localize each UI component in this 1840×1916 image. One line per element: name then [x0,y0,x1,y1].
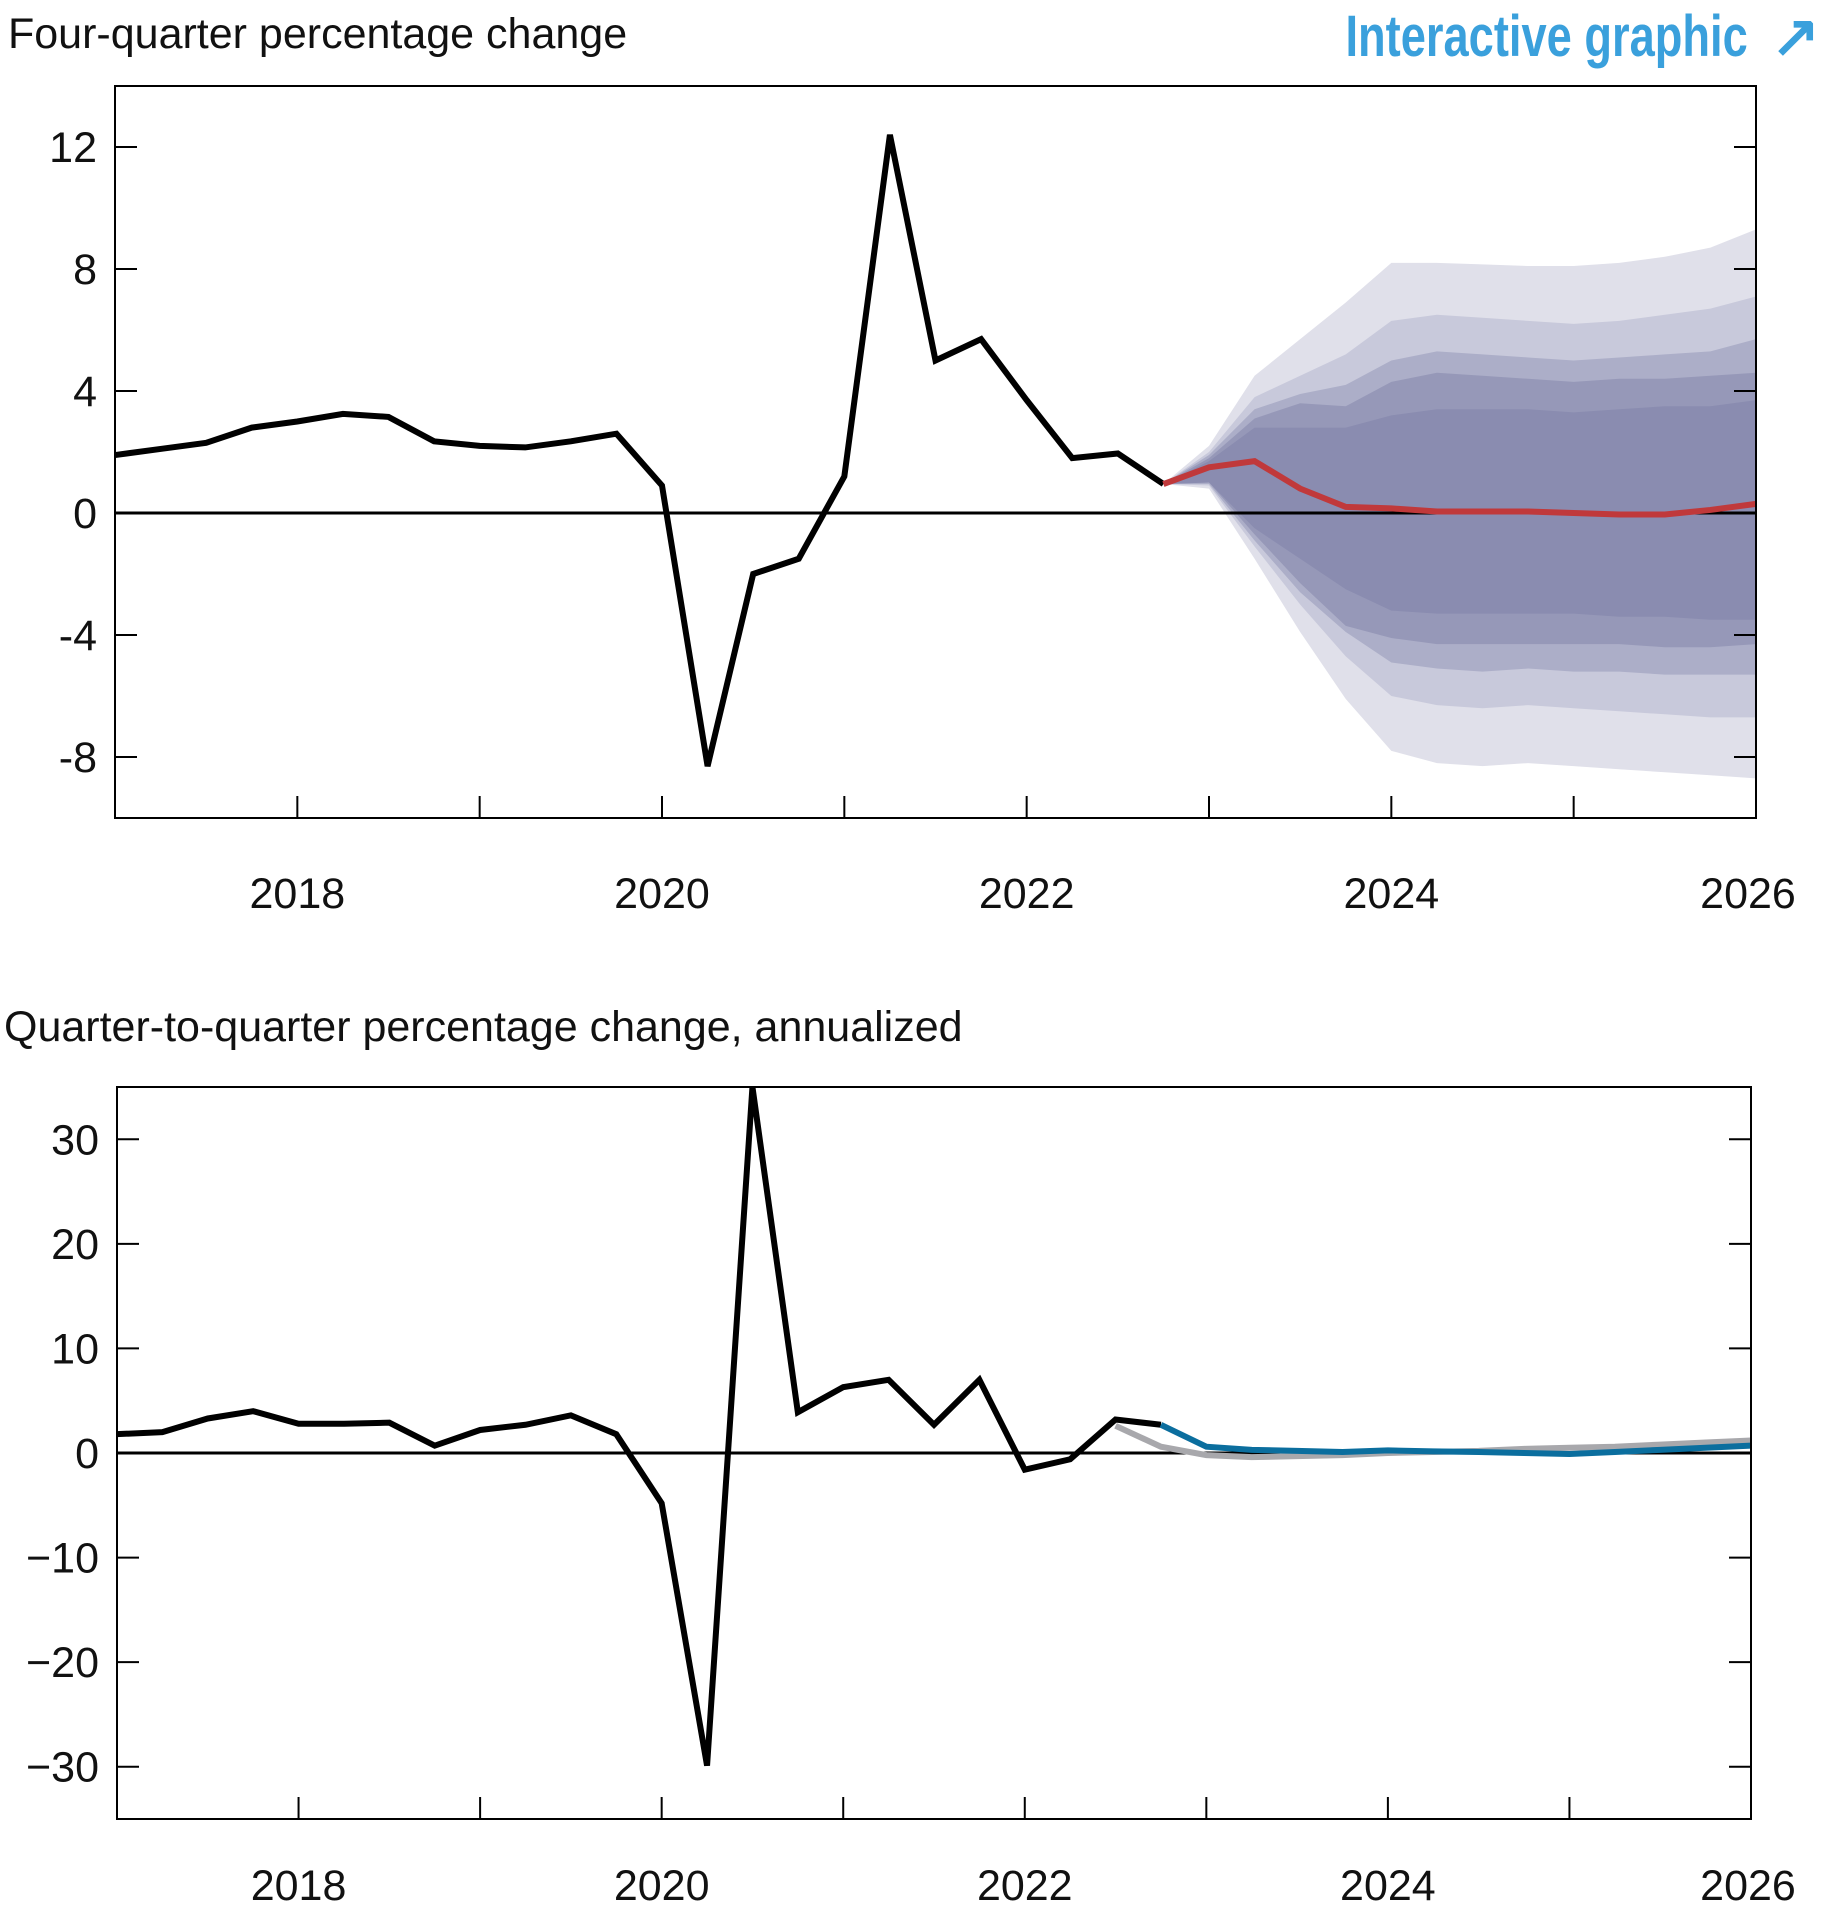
x-tick-label: 2026 [1700,1862,1796,1910]
interactive-graphic-label: Interactive graphic [1345,4,1748,69]
y-tick-label: 0 [75,1430,99,1478]
chart-1-title: Four-quarter percentage change [8,10,628,58]
y-tick-label: 10 [51,1325,99,1373]
series-history [114,134,1166,767]
x-tick-label: 2018 [249,870,345,918]
x-tick-label: 2022 [979,870,1075,918]
y-tick-label: −30 [26,1744,99,1792]
y-tick-label: 0 [73,490,97,538]
y-tick-label: 8 [73,246,97,294]
x-tick-label: 2020 [614,1862,710,1910]
y-tick-label: −20 [26,1639,99,1687]
x-tick-label: 2018 [251,1862,347,1910]
y-tick-label: 20 [51,1221,99,1269]
y-tick-label: 30 [51,1116,99,1164]
series-history [116,1086,1162,1767]
series-forecast [1162,458,1757,518]
y-tick-label: 12 [49,124,97,172]
plot-frame [114,85,1757,819]
chart-2: 30 20 10 0 −10 −20 −30 2018 2020 2022 2024 2026 [26,1086,1796,1910]
y-tick-label: 4 [73,368,97,416]
x-tick-label: 2026 [1700,870,1796,918]
y-tick-label: -8 [59,734,97,782]
interactive-graphic-link[interactable]: Interactive graphic ↗ [1232,2,1820,70]
x-tick-label: 2024 [1343,870,1439,918]
x-tick-label: 2022 [977,1862,1073,1910]
chart-2-title: Quarter-to-quarter percentage change, an… [4,1003,963,1051]
chart-1: 12 8 4 0 -4 -8 2018 2020 2022 2024 2026 [49,85,1796,918]
x-tick-label: 2020 [614,870,710,918]
arrow-up-right-icon: ↗ [1771,4,1820,69]
y-tick-label: -4 [59,612,97,660]
series-forecast [1159,1422,1752,1458]
x-tick-label: 2024 [1340,1862,1436,1910]
y-tick-label: −10 [26,1535,99,1583]
